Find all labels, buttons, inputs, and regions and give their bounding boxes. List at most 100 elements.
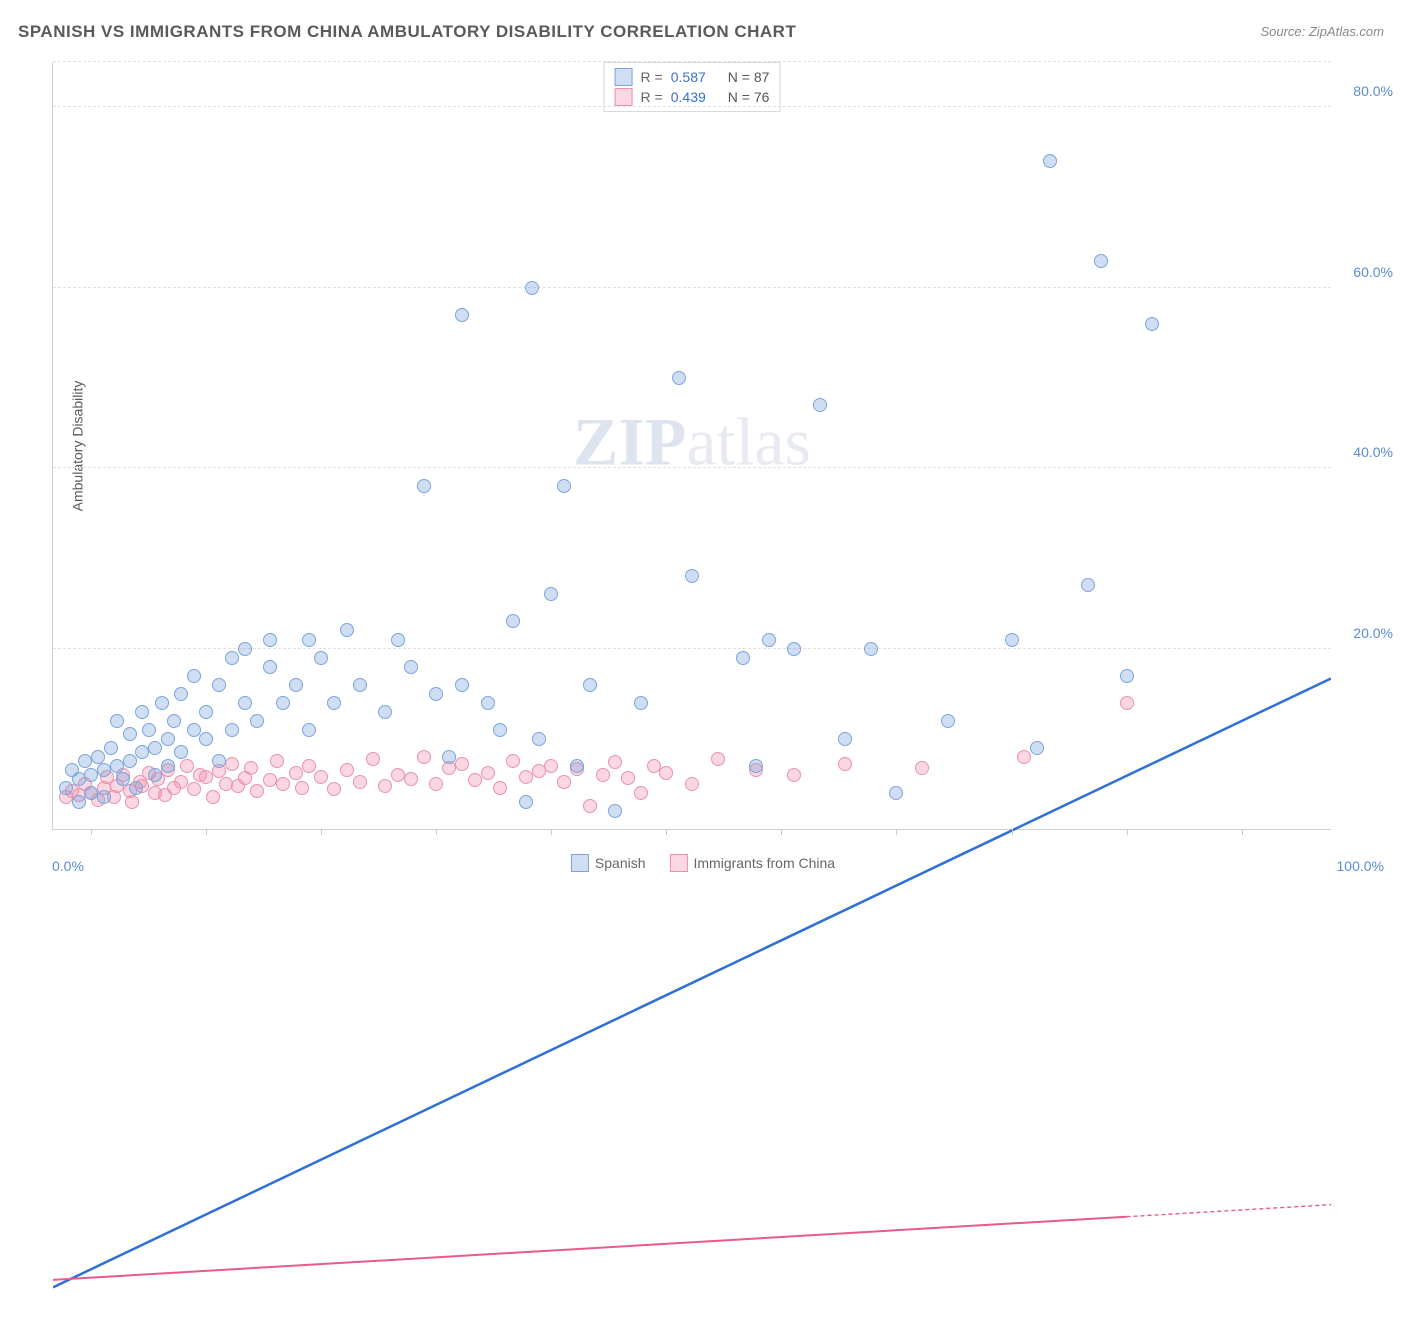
legend-label-spanish: Spanish bbox=[595, 855, 646, 871]
data-point bbox=[787, 768, 801, 782]
data-point bbox=[525, 281, 539, 295]
x-tick-mark bbox=[321, 829, 322, 835]
swatch-spanish bbox=[615, 68, 633, 86]
data-point bbox=[199, 732, 213, 746]
source-prefix: Source: bbox=[1260, 24, 1308, 39]
data-point bbox=[225, 723, 239, 737]
data-point bbox=[493, 723, 507, 737]
data-point bbox=[889, 786, 903, 800]
data-point bbox=[442, 750, 456, 764]
x-tick-mark bbox=[1242, 829, 1243, 835]
data-point bbox=[506, 754, 520, 768]
x-tick-mark bbox=[666, 829, 667, 835]
data-point bbox=[787, 642, 801, 656]
data-point bbox=[429, 687, 443, 701]
data-point bbox=[762, 633, 776, 647]
data-point bbox=[634, 696, 648, 710]
data-point bbox=[378, 779, 392, 793]
data-point bbox=[404, 772, 418, 786]
data-point bbox=[404, 660, 418, 674]
data-point bbox=[1120, 696, 1134, 710]
data-point bbox=[187, 782, 201, 796]
data-point bbox=[174, 745, 188, 759]
x-tick-mark bbox=[1127, 829, 1128, 835]
x-tick-mark bbox=[206, 829, 207, 835]
x-axis-max: 100.0% bbox=[1337, 858, 1384, 874]
data-point bbox=[263, 773, 277, 787]
grid-line bbox=[53, 287, 1331, 288]
legend-item-spanish: Spanish bbox=[571, 854, 646, 872]
trend-line bbox=[53, 1217, 1127, 1280]
y-tick-label: 20.0% bbox=[1353, 625, 1393, 641]
chart-container: SPANISH VS IMMIGRANTS FROM CHINA AMBULAT… bbox=[0, 0, 1406, 892]
n-value-china: 76 bbox=[754, 89, 770, 105]
data-point bbox=[455, 678, 469, 692]
data-point bbox=[250, 714, 264, 728]
data-point bbox=[557, 775, 571, 789]
data-point bbox=[749, 759, 763, 773]
swatch-spanish-icon bbox=[571, 854, 589, 872]
data-point bbox=[148, 768, 162, 782]
data-point bbox=[225, 651, 239, 665]
x-tick-mark bbox=[1012, 829, 1013, 835]
n-label: N = bbox=[728, 69, 750, 85]
data-point bbox=[583, 678, 597, 692]
data-point bbox=[295, 781, 309, 795]
data-point bbox=[506, 614, 520, 628]
data-point bbox=[685, 569, 699, 583]
stats-row-china: R = 0.439 N = 76 bbox=[615, 87, 770, 107]
data-point bbox=[353, 678, 367, 692]
data-point bbox=[1145, 317, 1159, 331]
data-point bbox=[250, 784, 264, 798]
data-point bbox=[1081, 578, 1095, 592]
data-point bbox=[647, 759, 661, 773]
x-axis-min: 0.0% bbox=[52, 858, 84, 874]
data-point bbox=[519, 795, 533, 809]
data-point bbox=[206, 790, 220, 804]
data-point bbox=[180, 759, 194, 773]
data-point bbox=[302, 633, 316, 647]
data-point bbox=[212, 754, 226, 768]
n-group-china: N = 76 bbox=[728, 89, 770, 105]
n-group-spanish: N = 87 bbox=[728, 69, 770, 85]
data-point bbox=[110, 714, 124, 728]
data-point bbox=[915, 761, 929, 775]
data-point bbox=[1094, 254, 1108, 268]
data-point bbox=[481, 696, 495, 710]
trend-line bbox=[1127, 1205, 1331, 1217]
data-point bbox=[634, 786, 648, 800]
data-point bbox=[340, 623, 354, 637]
data-point bbox=[263, 633, 277, 647]
data-point bbox=[125, 795, 139, 809]
r-value-china: 0.439 bbox=[671, 89, 706, 105]
data-point bbox=[608, 804, 622, 818]
x-tick-mark bbox=[551, 829, 552, 835]
data-point bbox=[391, 633, 405, 647]
data-point bbox=[289, 766, 303, 780]
data-point bbox=[104, 741, 118, 755]
swatch-china-icon bbox=[670, 854, 688, 872]
x-tick-mark bbox=[436, 829, 437, 835]
data-point bbox=[59, 781, 73, 795]
grid-line bbox=[53, 106, 1331, 107]
data-point bbox=[711, 752, 725, 766]
data-point bbox=[91, 750, 105, 764]
data-point bbox=[1043, 154, 1057, 168]
stats-row-spanish: R = 0.587 N = 87 bbox=[615, 67, 770, 87]
data-point bbox=[116, 772, 130, 786]
data-point bbox=[570, 759, 584, 773]
y-tick-label: 60.0% bbox=[1353, 264, 1393, 280]
series-legend: Spanish Immigrants from China bbox=[571, 854, 835, 872]
x-tick-mark bbox=[91, 829, 92, 835]
data-point bbox=[302, 759, 316, 773]
source-label: Source: ZipAtlas.com bbox=[1260, 24, 1384, 39]
data-point bbox=[135, 705, 149, 719]
data-point bbox=[1005, 633, 1019, 647]
data-point bbox=[1017, 750, 1031, 764]
data-point bbox=[685, 777, 699, 791]
data-point bbox=[659, 766, 673, 780]
data-point bbox=[123, 727, 137, 741]
data-point bbox=[455, 757, 469, 771]
data-point bbox=[544, 759, 558, 773]
data-point bbox=[167, 714, 181, 728]
